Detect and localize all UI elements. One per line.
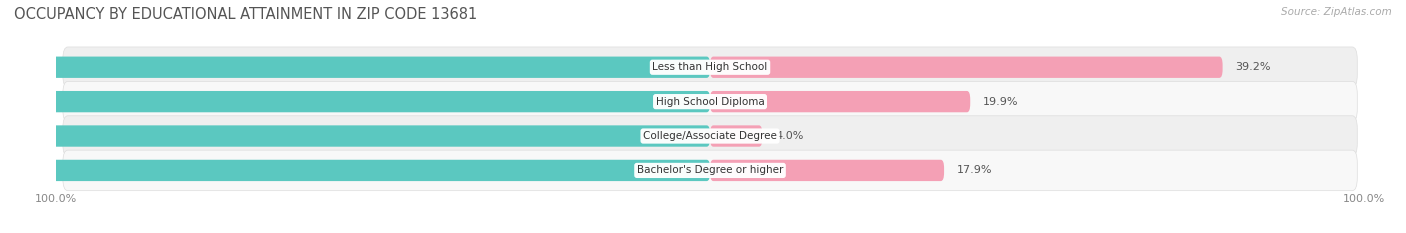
Text: 4.0%: 4.0% (776, 131, 804, 141)
FancyBboxPatch shape (710, 91, 970, 112)
FancyBboxPatch shape (63, 116, 1357, 156)
FancyBboxPatch shape (0, 57, 710, 78)
FancyBboxPatch shape (0, 125, 710, 147)
FancyBboxPatch shape (710, 57, 1223, 78)
Text: Source: ZipAtlas.com: Source: ZipAtlas.com (1281, 7, 1392, 17)
FancyBboxPatch shape (710, 160, 943, 181)
Text: OCCUPANCY BY EDUCATIONAL ATTAINMENT IN ZIP CODE 13681: OCCUPANCY BY EDUCATIONAL ATTAINMENT IN Z… (14, 7, 477, 22)
Text: 39.2%: 39.2% (1236, 62, 1271, 72)
Text: 17.9%: 17.9% (957, 165, 993, 175)
Text: Less than High School: Less than High School (652, 62, 768, 72)
FancyBboxPatch shape (0, 91, 710, 112)
Text: High School Diploma: High School Diploma (655, 97, 765, 107)
FancyBboxPatch shape (63, 47, 1357, 88)
FancyBboxPatch shape (63, 150, 1357, 191)
FancyBboxPatch shape (63, 81, 1357, 122)
Text: 19.9%: 19.9% (983, 97, 1019, 107)
Text: Bachelor's Degree or higher: Bachelor's Degree or higher (637, 165, 783, 175)
Text: College/Associate Degree: College/Associate Degree (643, 131, 778, 141)
FancyBboxPatch shape (0, 160, 710, 181)
FancyBboxPatch shape (710, 125, 762, 147)
